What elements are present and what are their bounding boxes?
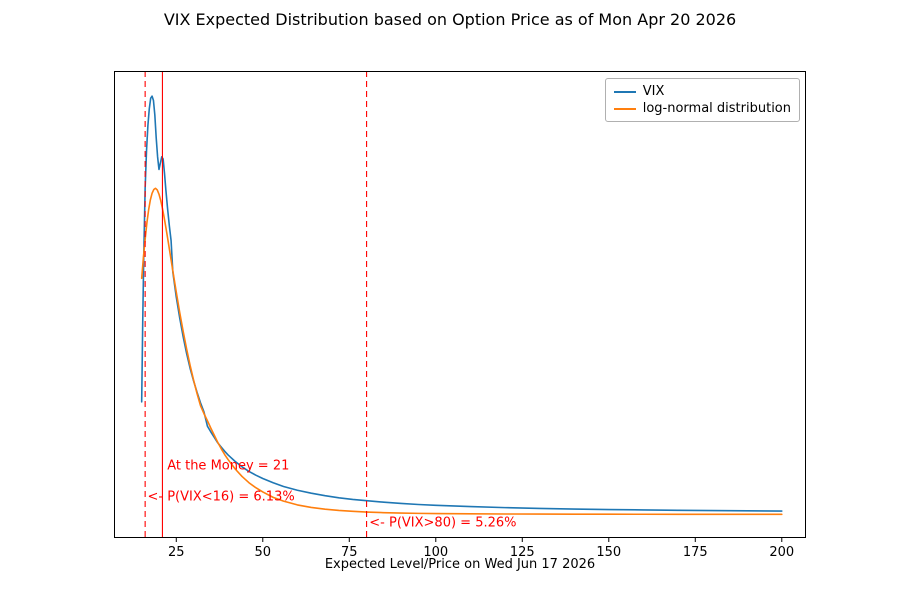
legend-label-vix: VIX [642,84,665,99]
x-tick-label: 150 [596,545,622,560]
x-tick-label: 75 [340,545,358,560]
x-tick-label: 125 [509,545,535,560]
lognormal-line-swatch [613,107,636,110]
annotation: At the Money = 21 [167,458,290,474]
vix-line [140,95,783,512]
chart-title: VIX Expected Distribution based on Optio… [163,10,737,29]
x-tick-label: 200 [769,545,795,560]
x-tick-label: 100 [423,545,449,560]
legend-item-vix: VIX [613,83,791,100]
lognormal-line [140,187,783,516]
annotation: <- P(VIX<16) = 6.13% [147,489,295,505]
legend: VIX log-normal distribution [604,78,800,122]
vix-line-swatch [613,90,636,93]
x-tick-label: 50 [254,545,272,560]
x-axis-label: Expected Level/Price on Wed Jun 17 2026 [324,557,596,572]
annotation: <- P(VIX>80) = 5.26% [369,515,517,530]
legend-label-lognormal: log-normal distribution [642,101,791,116]
x-tick-label: 175 [682,545,708,560]
x-tick-label: 25 [167,545,185,560]
axes-frame [114,71,806,538]
plot-area [114,71,806,542]
chart-canvas [114,71,806,542]
legend-item-lognormal: log-normal distribution [613,100,791,117]
